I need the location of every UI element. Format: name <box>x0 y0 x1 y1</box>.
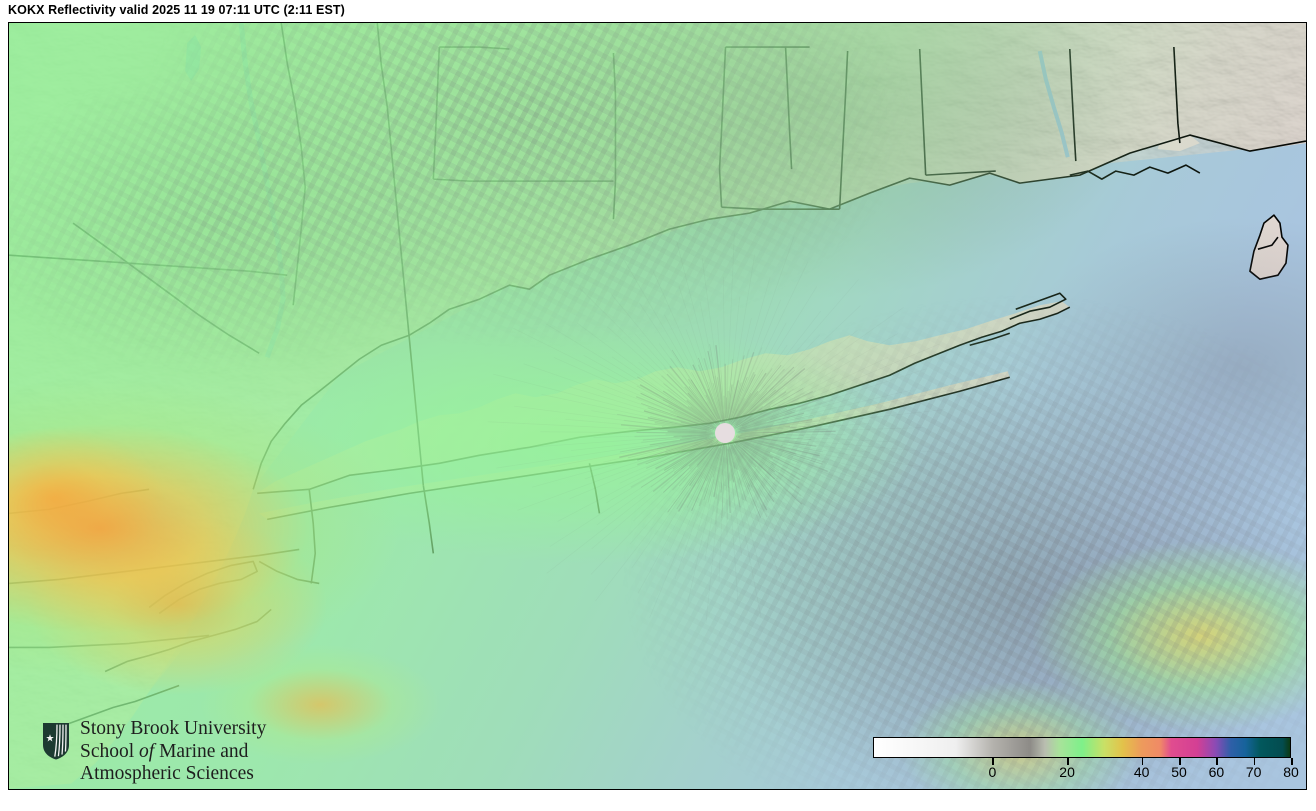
colorbar-tick <box>1253 758 1256 765</box>
logo-line-2a: School <box>80 740 140 762</box>
logo-line-2b: Marine and <box>154 740 249 762</box>
colorbar-tick <box>1179 758 1181 765</box>
colorbar-box <box>873 737 1291 758</box>
logo-line-3: Atmospheric Sciences <box>80 763 254 784</box>
radar-speckle-layer <box>9 23 1306 789</box>
colorbar: 0 20 40 50 60 70 80 <box>873 737 1299 789</box>
radar-site-marker <box>715 423 735 443</box>
colorbar-tick-label: 60 <box>1208 764 1225 780</box>
logo-line-2: School of Marine and <box>80 741 266 764</box>
stony-brook-logo: Stony Brook University School of Marine … <box>41 718 341 789</box>
colorbar-tick <box>992 758 994 765</box>
colorbar-tick-label: 50 <box>1171 764 1187 780</box>
colorbar-tick <box>1141 758 1144 765</box>
radar-echo-precip-layer <box>9 23 1306 789</box>
colorbar-tick-label: 70 <box>1245 764 1262 780</box>
logo-text: Stony Brook University School of Marine … <box>80 718 266 786</box>
colorbar-tick <box>1216 758 1218 765</box>
colorbar-labels: 0 20 40 50 60 70 80 <box>873 764 1298 784</box>
colorbar-tick-label: 80 <box>1283 764 1299 780</box>
radar-map[interactable]: Stony Brook University School of Marine … <box>8 22 1307 790</box>
colorbar-ticks <box>873 758 1293 765</box>
colorbar-tick-label: 40 <box>1133 764 1150 780</box>
colorbar-tick <box>1291 758 1293 765</box>
logo-line-1: Stony Brook University <box>80 718 267 739</box>
colorbar-tick <box>1067 758 1069 765</box>
colorbar-tick-label: 20 <box>1059 764 1075 780</box>
colorbar-tick-label: 0 <box>988 764 997 780</box>
logo-line-2-em: of <box>139 740 155 762</box>
map-canvas: Stony Brook University School of Marine … <box>9 23 1306 789</box>
radar-radial-spokes <box>487 233 965 624</box>
stony-brook-shield-icon <box>43 723 69 760</box>
page-title: KOKX Reflectivity valid 2025 11 19 07:11… <box>8 3 345 17</box>
colorbar-gradient <box>874 738 1290 757</box>
